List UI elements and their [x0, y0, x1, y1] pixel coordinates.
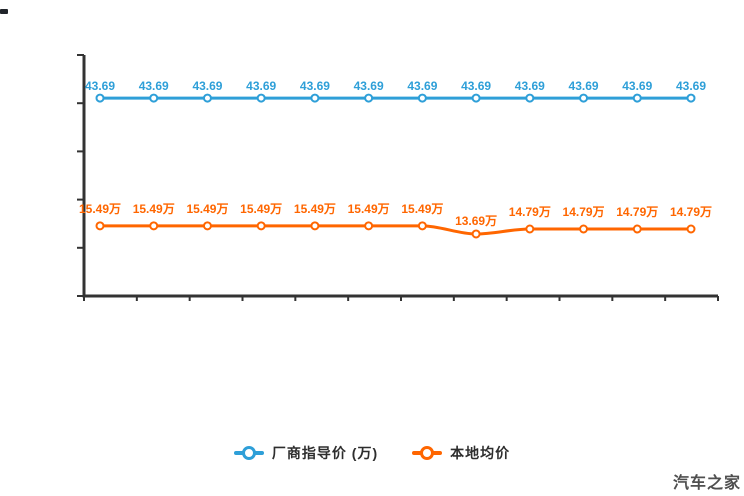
- data-point-label: 15.49万: [186, 202, 228, 216]
- data-point-label: 43.69: [407, 79, 437, 93]
- data-point-marker: [149, 221, 159, 231]
- data-point-label: 15.49万: [133, 202, 175, 216]
- data-point-marker: [471, 229, 481, 239]
- data-point-marker: [310, 93, 320, 103]
- screen-artifact: [0, 9, 8, 14]
- data-point-marker: [364, 93, 374, 103]
- data-point-marker: [686, 224, 696, 234]
- data-point-marker: [686, 93, 696, 103]
- data-point-marker: [95, 221, 105, 231]
- data-point-label: 43.69: [192, 79, 222, 93]
- data-point-label: 15.49万: [240, 202, 282, 216]
- data-point-marker: [202, 93, 212, 103]
- data-point-marker: [417, 221, 427, 231]
- data-point-marker: [632, 93, 642, 103]
- data-point-marker: [310, 221, 320, 231]
- data-point-marker: [202, 221, 212, 231]
- data-point-marker: [149, 93, 159, 103]
- data-point-label: 43.69: [622, 79, 652, 93]
- data-point-marker: [525, 93, 535, 103]
- data-point-marker: [256, 93, 266, 103]
- data-point-label: 15.49万: [294, 202, 336, 216]
- line-marker-icon: [233, 446, 264, 460]
- data-point-label: 14.79万: [616, 205, 658, 219]
- autohome-watermark: 汽车之家: [672, 475, 741, 492]
- data-point-label: 43.69: [515, 79, 545, 93]
- data-point-marker: [632, 224, 642, 234]
- data-point-marker: [364, 221, 374, 231]
- data-point-label: 15.49万: [401, 202, 443, 216]
- data-point-label: 14.79万: [563, 205, 605, 219]
- series-line: [98, 224, 693, 236]
- data-point-label: 43.69: [676, 79, 706, 93]
- data-point-marker: [417, 93, 427, 103]
- data-point-marker: [471, 93, 481, 103]
- series-0: 43.69 43.69 43.69 43.69 43.69 43.69 43.69 43.69…: [85, 79, 706, 103]
- legend-label: 厂商指导价 (万): [271, 445, 379, 461]
- axes: [77, 54, 719, 301]
- data-point-label: 14.79万: [509, 205, 551, 219]
- data-point-label: 15.49万: [79, 202, 121, 216]
- legend-item-local-price[interactable]: 本地均价: [412, 443, 510, 463]
- data-point-marker: [579, 224, 589, 234]
- data-point-label: 43.69: [569, 79, 599, 93]
- data-point-label: 14.79万: [670, 205, 712, 219]
- series-1: 15.49万 15.49万 15.49万 15.49万 15.49万 15.49万 15.4…: [79, 202, 712, 239]
- data-point-label: 15.49万: [348, 202, 390, 216]
- legend-label: 本地均价: [450, 445, 511, 461]
- data-point-marker: [525, 224, 535, 234]
- data-point-label: 43.69: [139, 79, 169, 93]
- data-point-label: 13.69万: [455, 214, 497, 228]
- data-point-marker: [256, 221, 266, 231]
- data-point-label: 43.69: [85, 79, 115, 93]
- data-point-marker: [579, 93, 589, 103]
- data-point-label: 43.69: [461, 79, 491, 93]
- legend-item-guide-price[interactable]: 厂商指导价 (万): [233, 443, 379, 463]
- data-point-label: 43.69: [300, 79, 330, 93]
- chart-legend: 厂商指导价 (万) 本地均价: [0, 443, 744, 463]
- data-point-label: 43.69: [354, 79, 384, 93]
- data-point-label: 43.69: [246, 79, 276, 93]
- line-marker-icon: [412, 446, 443, 460]
- data-point-marker: [95, 93, 105, 103]
